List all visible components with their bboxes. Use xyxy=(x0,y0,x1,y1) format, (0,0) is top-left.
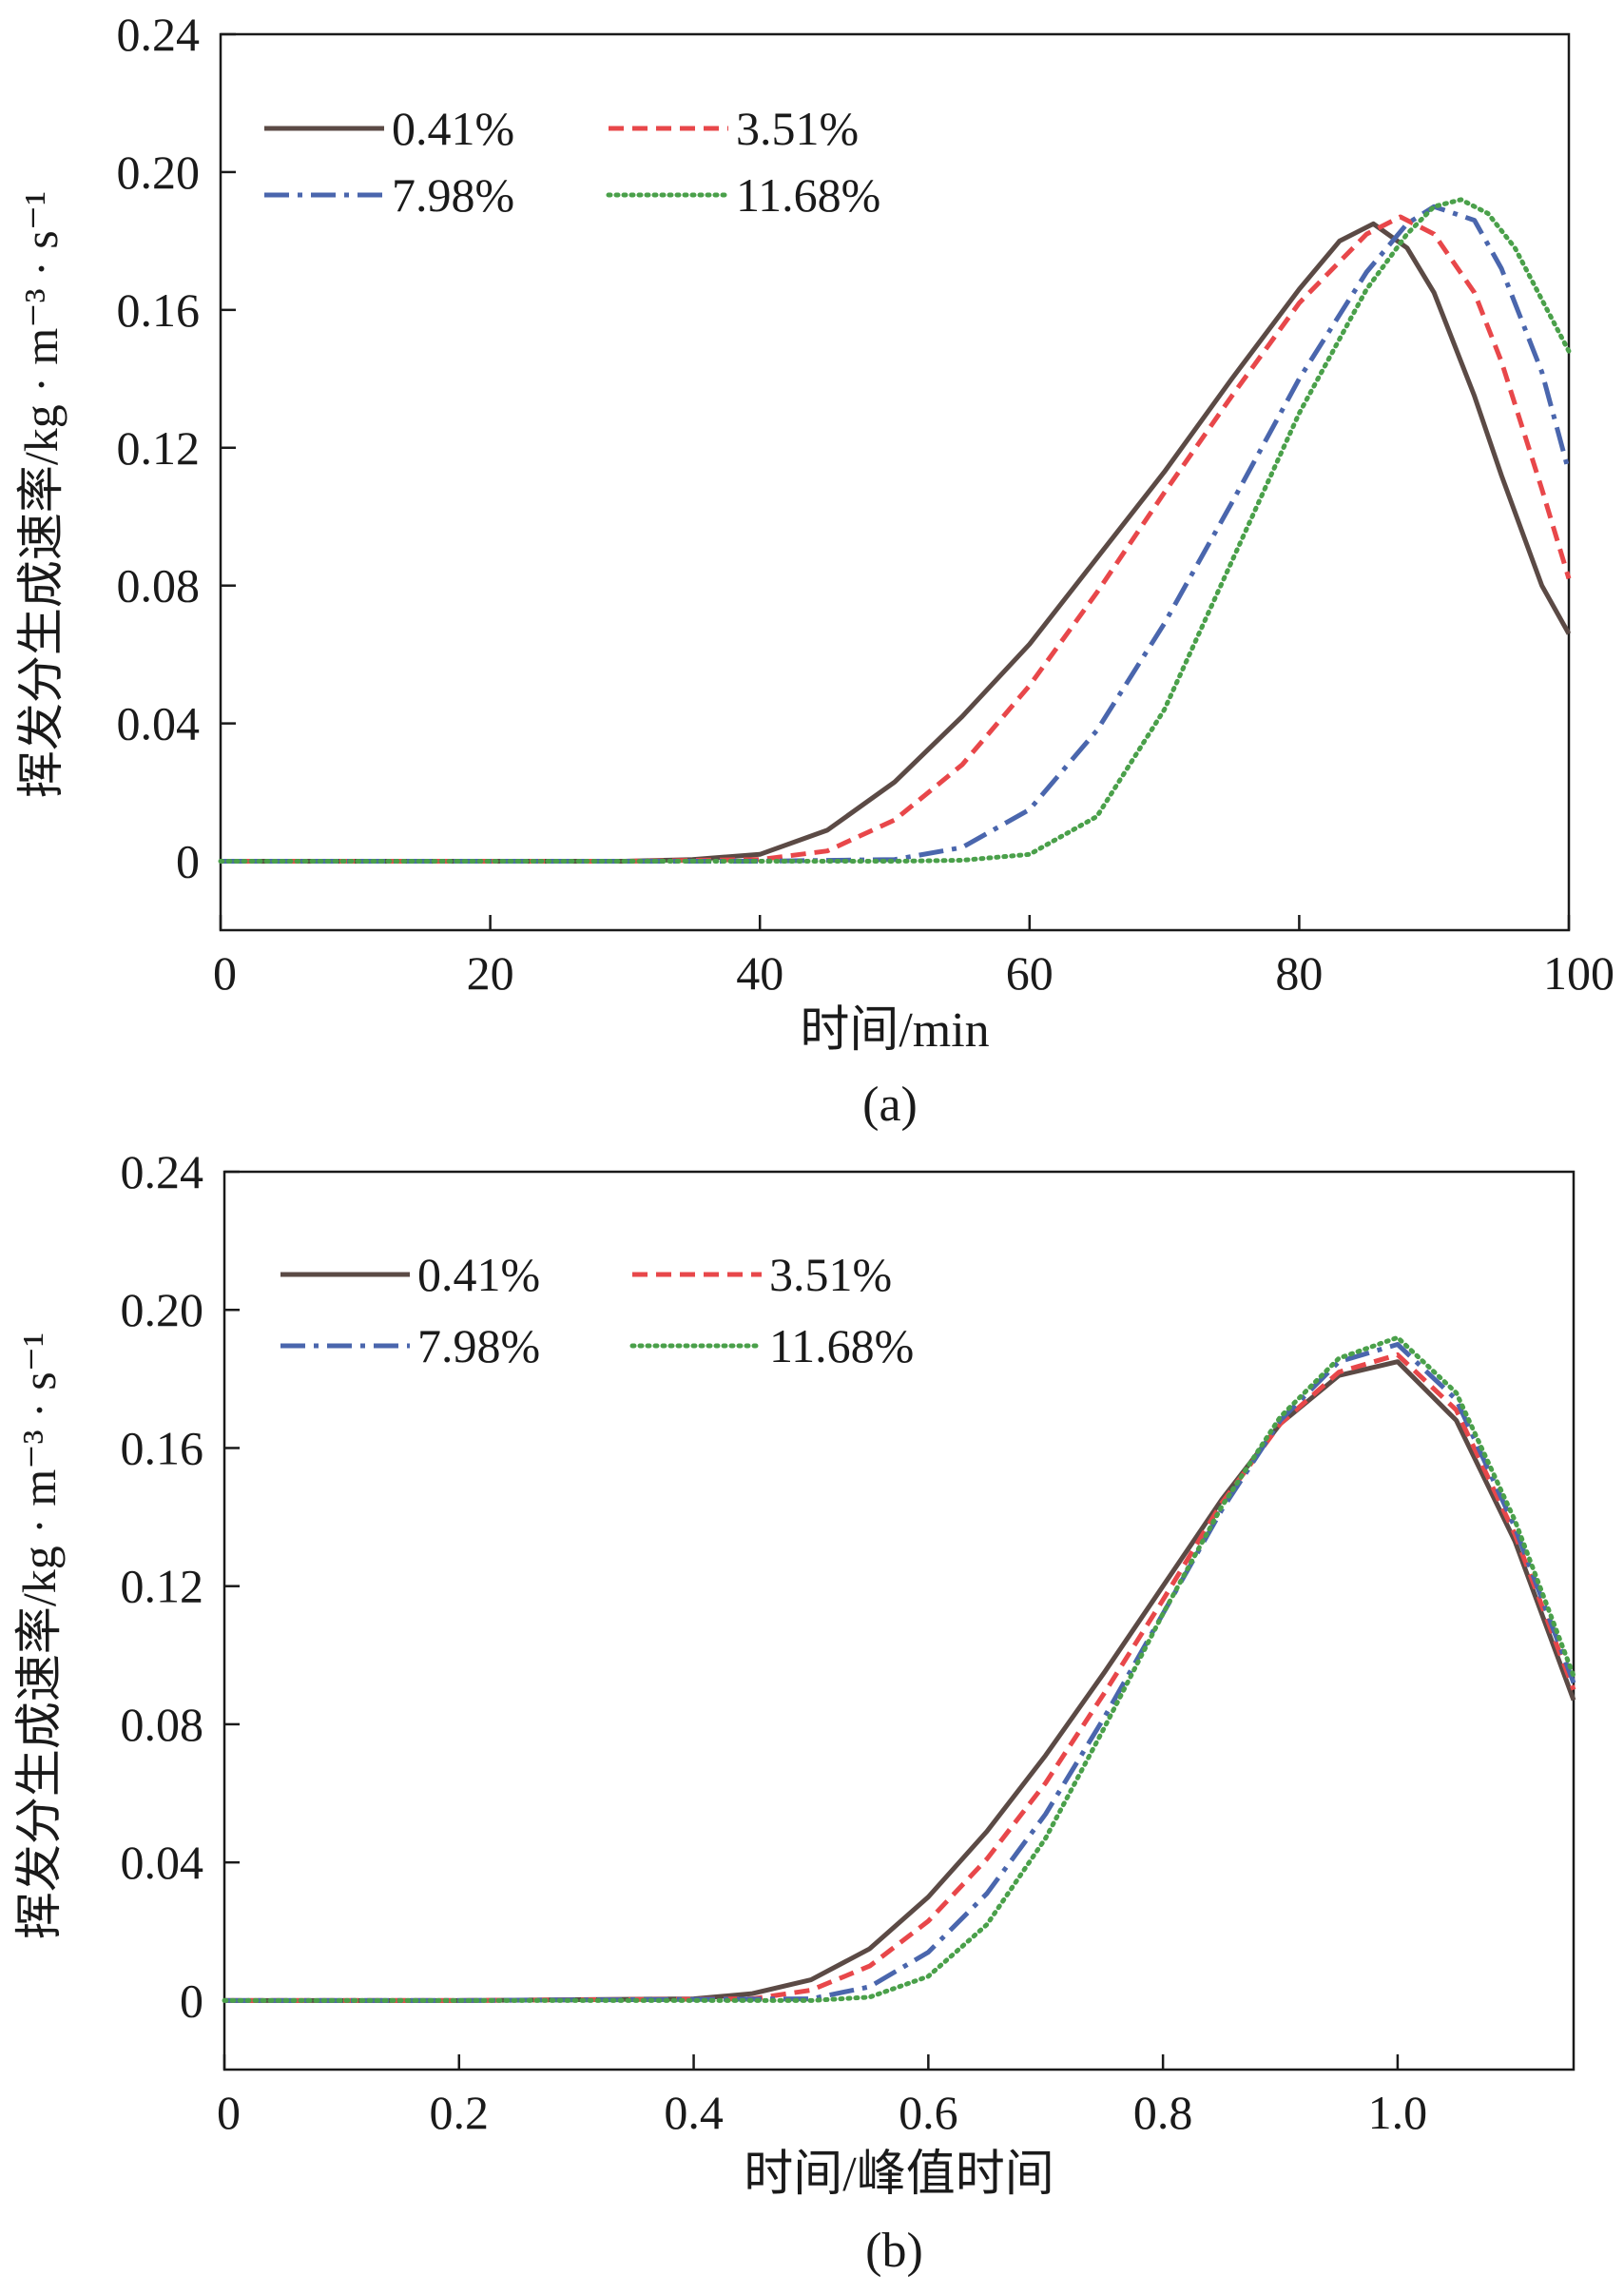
x-tick-label: 1.0 xyxy=(1368,2086,1428,2139)
y-tick-label: 0 xyxy=(180,1974,203,2027)
legend-label: 0.41% xyxy=(417,1248,540,1301)
y-tick-label: 0.16 xyxy=(117,283,201,337)
y-tick-label: 0.04 xyxy=(121,1836,204,1889)
legend-label: 0.41% xyxy=(392,102,514,155)
x-tick-label: 0 xyxy=(213,946,237,1000)
y-tick-label: 0.12 xyxy=(117,421,201,475)
y-tick-label: 0.20 xyxy=(117,146,201,199)
series-line-7-98- xyxy=(221,204,1572,864)
legend-label: 11.68% xyxy=(736,168,880,222)
legend-label: 11.68% xyxy=(769,1319,914,1372)
y-axis-label: 挥发分生成速率/kg · m⁻³ · s⁻¹ xyxy=(14,191,68,798)
x-tick-label: 0.6 xyxy=(899,2086,958,2139)
x-tick-label: 20 xyxy=(467,946,514,1000)
series-line-11-68- xyxy=(222,1334,1576,2003)
x-tick-label: 0.2 xyxy=(430,2086,490,2139)
x-tick-label: 0 xyxy=(217,2086,241,2139)
y-tick-label: 0.12 xyxy=(121,1560,204,1613)
y-tick-label: 0.08 xyxy=(117,559,201,613)
y-tick-label: 0.04 xyxy=(117,697,201,750)
series-line-3-51- xyxy=(224,1352,1576,2003)
x-tick-label: 0.8 xyxy=(1133,2086,1193,2139)
legend-label: 7.98% xyxy=(392,168,514,222)
x-axis-label: 时间/min xyxy=(800,1003,989,1058)
series-line-3-51- xyxy=(221,214,1572,864)
y-tick-label: 0.08 xyxy=(121,1698,204,1751)
y-axis-label: 挥发分生成速率/kg · m⁻³ · s⁻¹ xyxy=(12,1332,66,1939)
series-line-0-41- xyxy=(221,221,1572,864)
y-tick-label: 0.20 xyxy=(121,1283,204,1336)
x-axis-label: 时间/峰值时间 xyxy=(744,2148,1054,2202)
x-tick-label: 0.4 xyxy=(664,2086,724,2139)
x-tick-label: 80 xyxy=(1275,946,1323,1000)
series-line-7-98- xyxy=(224,1342,1576,2003)
x-tick-label: 40 xyxy=(736,946,783,1000)
plot-frame xyxy=(222,1170,1576,2071)
y-tick-label: 0.24 xyxy=(117,8,201,61)
series-line-0-41- xyxy=(224,1359,1576,2003)
y-tick-label: 0.24 xyxy=(121,1145,204,1198)
legend-label: 7.98% xyxy=(417,1319,540,1372)
legend-label: 3.51% xyxy=(769,1248,892,1301)
x-tick-label: 60 xyxy=(1006,946,1054,1000)
y-tick-label: 0 xyxy=(176,835,200,888)
legend-label: 3.51% xyxy=(736,102,859,155)
y-tick-label: 0.16 xyxy=(121,1421,204,1474)
panel-label: (a) xyxy=(862,1078,918,1132)
series-line-11-68- xyxy=(218,197,1572,864)
plot-frame xyxy=(219,32,1571,932)
panel-label: (b) xyxy=(865,2224,923,2278)
x-tick-label: 100 xyxy=(1543,946,1614,1000)
